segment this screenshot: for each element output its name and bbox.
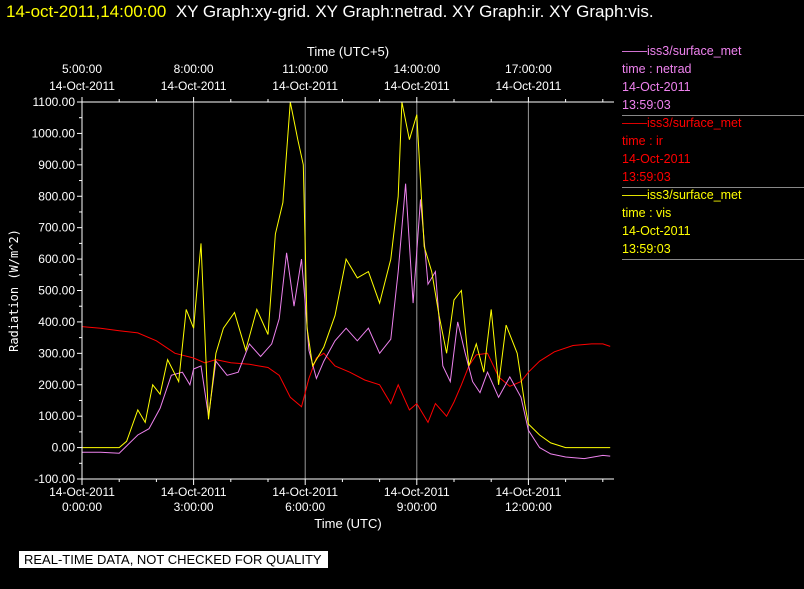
y-tick-label: 1000.00: [32, 126, 76, 140]
x2-tick-date: 14-Oct-2011: [272, 79, 338, 93]
graph-list: XY Graph:xy-grid. XY Graph:netrad. XY Gr…: [175, 2, 654, 21]
timestamp: 14-oct-2011,14:00:00: [6, 2, 167, 21]
y-tick-label: 800.00: [38, 189, 75, 203]
legend-line: 14-Oct-2011: [622, 80, 691, 94]
y-tick-label: 600.00: [38, 252, 75, 266]
legend-line: 13:59:03: [622, 242, 671, 256]
legend-line: ——iss3/surface_met: [622, 44, 742, 58]
x2-tick-time: 11:00:00: [282, 62, 328, 76]
x-tick-time: 6:00:00: [285, 500, 325, 514]
series-line-0: [82, 326, 611, 424]
y-tick-label: 900.00: [38, 158, 75, 172]
x2-tick-date: 14-Oct-2011: [495, 79, 561, 93]
y-tick-label: -100.00: [34, 472, 75, 486]
x2-axis-title: Time (UTC+5): [307, 44, 389, 59]
x2-tick-time: 5:00:00: [62, 62, 102, 76]
x2-tick-time: 14:00:00: [393, 62, 440, 76]
legend-line: time : netrad: [622, 62, 692, 76]
legend-separator: [622, 115, 804, 116]
series-line-1: [82, 183, 611, 460]
x2-tick-date: 14-Oct-2011: [49, 79, 115, 93]
y-tick-label: 1100.00: [33, 95, 76, 109]
x-tick-date: 14-Oct-2011: [161, 485, 227, 499]
y-tick-label: 0.00: [52, 441, 76, 455]
y-tick-label: 700.00: [38, 221, 75, 235]
x-tick-date: 14-Oct-2011: [49, 485, 115, 499]
legend-line: 13:59:03: [622, 98, 671, 112]
x-tick-date: 14-Oct-2011: [495, 485, 561, 499]
legend-line: 14-Oct-2011: [622, 224, 691, 238]
x2-tick-time: 17:00:00: [505, 62, 552, 76]
legend-separator: [622, 259, 804, 260]
quality-banner: REAL-TIME DATA, NOT CHECKED FOR QUALITY: [19, 551, 328, 568]
legend-line: time : ir: [622, 134, 663, 148]
y-tick-label: 100.00: [38, 409, 75, 423]
series-line-2: [82, 102, 611, 449]
y-tick-label: 200.00: [38, 378, 75, 392]
x2-tick-date: 14-Oct-2011: [384, 79, 450, 93]
x2-tick-time: 8:00:00: [174, 62, 214, 76]
x-tick-date: 14-Oct-2011: [272, 485, 338, 499]
x-axis-title: Time (UTC): [314, 516, 381, 531]
y-axis-title: Radiation (W/m^2): [7, 229, 21, 352]
x-tick-time: 3:00:00: [174, 500, 214, 514]
x-tick-time: 0:00:00: [62, 500, 102, 514]
y-tick-label: 300.00: [38, 346, 75, 360]
legend-line: 13:59:03: [622, 170, 671, 184]
legend-line: ——iss3/surface_met: [622, 188, 742, 202]
x-tick-time: 12:00:00: [505, 500, 552, 514]
legend-separator: [622, 187, 804, 188]
legend-line: 14-Oct-2011: [622, 152, 691, 166]
x-tick-time: 9:00:00: [397, 500, 437, 514]
x2-tick-date: 14-Oct-2011: [161, 79, 227, 93]
y-tick-label: 400.00: [38, 315, 75, 329]
legend-line: ——iss3/surface_met: [622, 116, 742, 130]
y-tick-label: 500.00: [38, 284, 75, 298]
graph-title: 14-oct-2011,14:00:00 XY Graph:xy-grid. X…: [6, 2, 654, 22]
legend-line: time : vis: [622, 206, 672, 220]
x-tick-date: 14-Oct-2011: [384, 485, 450, 499]
